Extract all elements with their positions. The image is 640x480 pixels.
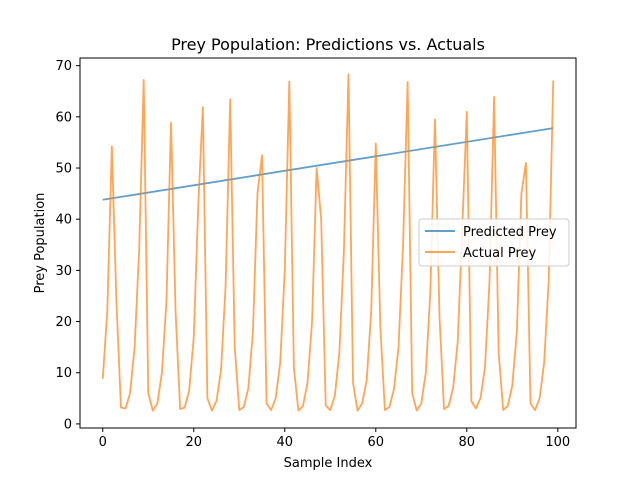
y-tick-label: 70 bbox=[55, 59, 72, 74]
x-tick-label: 100 bbox=[545, 435, 570, 450]
y-tick-label: 40 bbox=[55, 213, 72, 228]
x-axis-label: Sample Index bbox=[284, 456, 373, 471]
x-tick-label: 60 bbox=[368, 435, 385, 450]
legend-label-predicted: Predicted Prey bbox=[463, 225, 557, 240]
ticks-layer: 0 20 40 60 80 100 0 10 20 30 40 50 60 70 bbox=[55, 59, 570, 450]
chart-title: Prey Population: Predictions vs. Actuals bbox=[171, 35, 485, 54]
y-tick-label: 0 bbox=[64, 417, 72, 432]
series-line-actual bbox=[101, 73, 555, 412]
y-tick-label: 20 bbox=[55, 315, 72, 330]
legend: Predicted Prey Actual Prey bbox=[418, 218, 570, 267]
y-tick-label: 50 bbox=[55, 162, 72, 177]
x-tick-label: 40 bbox=[276, 435, 293, 450]
series-layer bbox=[101, 73, 555, 412]
series-line-predicted bbox=[102, 127, 554, 201]
x-tick-label: 0 bbox=[99, 435, 107, 450]
y-tick-label: 10 bbox=[55, 366, 72, 381]
legend-label-actual: Actual Prey bbox=[463, 246, 537, 261]
y-axis-label: Prey Population bbox=[33, 193, 48, 294]
x-tick-label: 20 bbox=[185, 435, 202, 450]
y-tick-label: 60 bbox=[55, 110, 72, 125]
y-tick-label: 30 bbox=[55, 264, 72, 279]
x-tick-label: 80 bbox=[459, 435, 476, 450]
plot-frame bbox=[79, 57, 577, 429]
legend-box bbox=[418, 218, 570, 267]
